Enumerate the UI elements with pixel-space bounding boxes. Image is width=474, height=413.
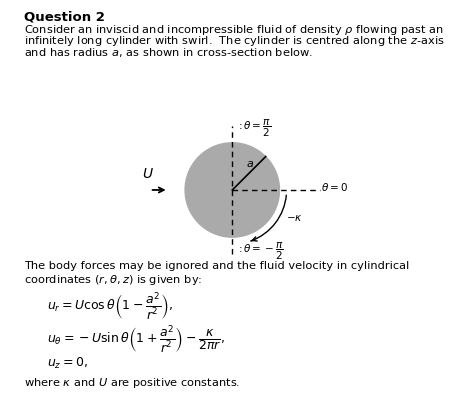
Text: where $\kappa$ and $U$ are positive constants.: where $\kappa$ and $U$ are positive cons… (24, 376, 240, 390)
Text: infinitely long cylinder with swirl.  The cylinder is centred along the $z$-axis: infinitely long cylinder with swirl. The… (24, 34, 444, 48)
Text: $U$: $U$ (142, 168, 154, 181)
Text: Question 2: Question 2 (24, 10, 105, 23)
Text: $u_z = 0,$: $u_z = 0,$ (47, 356, 88, 371)
Text: coordinates $(r, \theta, z)$ is given by:: coordinates $(r, \theta, z)$ is given by… (24, 273, 202, 287)
Text: $u_\theta = -U\sin\theta\left(1 + \dfrac{a^2}{r^2}\right) - \dfrac{\kappa}{2\pi : $u_\theta = -U\sin\theta\left(1 + \dfrac… (47, 323, 226, 355)
Text: $a$: $a$ (246, 159, 254, 169)
Text: and has radius $a$, as shown in cross-section below.: and has radius $a$, as shown in cross-se… (24, 46, 312, 59)
Text: $-\kappa$: $-\kappa$ (286, 213, 302, 223)
Text: Consider an inviscid and incompressible fluid of density $\rho$ flowing past an: Consider an inviscid and incompressible … (24, 23, 443, 37)
Text: $:\theta = -\dfrac{\pi}{2}$: $:\theta = -\dfrac{\pi}{2}$ (236, 241, 283, 262)
Text: $:\theta = \dfrac{\pi}{2}$: $:\theta = \dfrac{\pi}{2}$ (236, 118, 271, 139)
Text: The body forces may be ignored and the fluid velocity in cylindrical: The body forces may be ignored and the f… (24, 261, 409, 271)
Circle shape (185, 143, 280, 237)
Text: $u_r = U\cos\theta\left(1 - \dfrac{a^2}{r^2}\right),$: $u_r = U\cos\theta\left(1 - \dfrac{a^2}{… (47, 291, 174, 323)
Text: $\theta = 0$: $\theta = 0$ (321, 180, 348, 193)
